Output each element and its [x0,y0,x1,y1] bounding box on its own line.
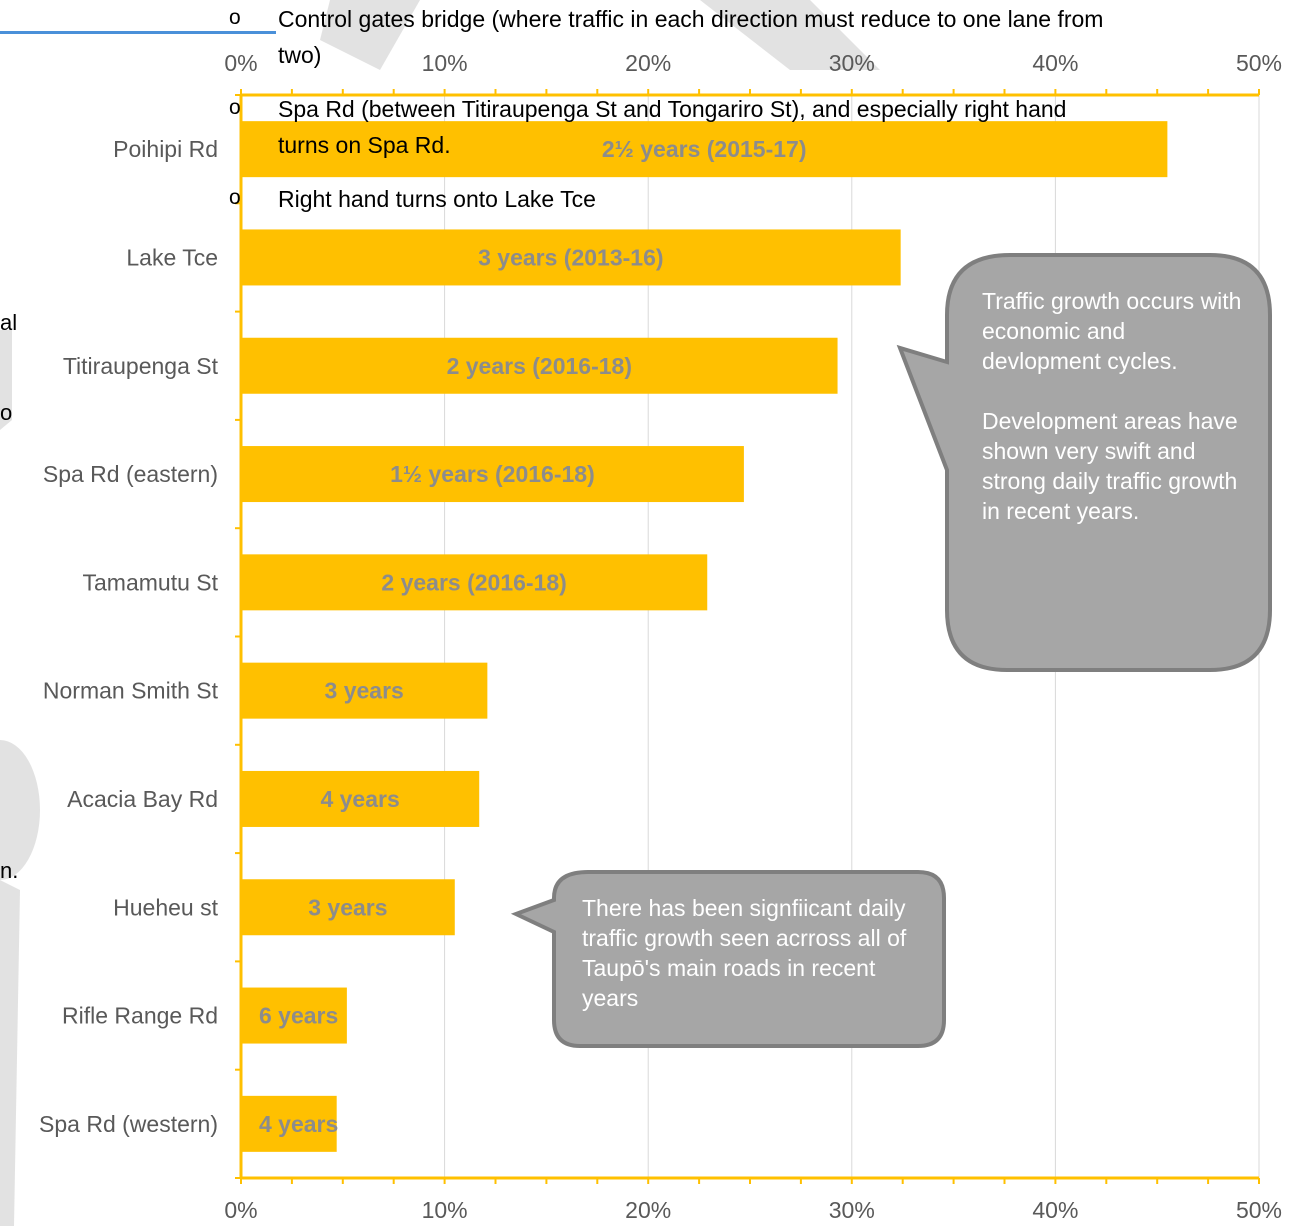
category-label-3: Spa Rd (eastern) [43,461,218,487]
bg-arrow-shape-right [700,0,880,70]
bar-label-5: 3 years [325,678,404,704]
category-label-1: Lake Tce [126,244,218,270]
x-tick-label-bottom-4: 40% [1032,1197,1078,1223]
bullet-text-1-cont: two) [278,42,322,68]
bar-label-7: 3 years [308,894,387,920]
category-label-2: Titiraupenga St [63,353,219,379]
bullet-text-1: Control gates bridge (where traffic in e… [278,6,1104,32]
left-fragment-3: n. [0,858,19,883]
bar-5 [241,662,488,719]
bar-label-8: 6 years [259,1003,338,1029]
bar-7 [241,879,455,936]
bar-3 [241,446,744,503]
bg-arrow-shape-left [320,0,420,70]
callout-bottom-paragraph-1: There has been signfiicant daily traffic… [582,895,907,1011]
x-tick-label-top-2: 20% [625,50,671,76]
bg-circle-shape [0,740,40,880]
bar-label-3: 1½ years (2016-18) [390,461,595,487]
left-fragment-1: al [0,310,18,335]
bar-4 [241,554,708,611]
bar-2 [241,337,838,394]
category-label-0: Poihipi Rd [113,136,218,162]
x-tick-label-bottom-5: 50% [1236,1197,1282,1223]
bar-8 [241,987,347,1044]
bar-label-2: 2 years (2016-18) [447,353,632,379]
category-label-8: Rifle Range Rd [62,1003,218,1029]
bullet-text-3: Right hand turns onto Lake Tce [278,186,596,212]
x-tick-label-top-1: 10% [422,50,468,76]
x-tick-label-bottom-3: 30% [829,1197,875,1223]
bullet-marker-3: o [229,186,241,209]
bar-label-6: 4 years [320,786,399,812]
category-label-9: Spa Rd (western) [39,1111,218,1137]
callout-bottom-text: There has been signfiicant daily traffic… [582,893,922,1043]
bar-label-9: 4 years [259,1111,338,1137]
x-tick-label-top-4: 40% [1032,50,1078,76]
callout-right-bubble [896,253,1272,672]
bar-9 [241,1095,337,1152]
bar-0 [241,121,1168,178]
left-fragment-2: o [0,400,13,425]
category-label-5: Norman Smith St [43,678,219,704]
bar-1 [241,229,901,286]
x-tick-label-bottom-0: 0% [224,1197,257,1223]
x-tick-label-bottom-1: 10% [422,1197,468,1223]
x-tick-label-bottom-2: 20% [625,1197,671,1223]
bg-left-band-top [0,330,12,430]
callout-right-paragraph-1: Traffic growth occurs with economic and … [982,288,1242,374]
bar-label-0: 2½ years (2015-17) [602,136,807,162]
bar-label-1: 3 years (2013-16) [478,244,663,270]
bg-left-band-bottom [0,880,20,1226]
category-label-6: Acacia Bay Rd [67,786,218,812]
bullet-text-2-cont: turns on Spa Rd. [278,132,451,158]
x-tick-label-top-0: 0% [224,50,257,76]
callout-right-paragraph-2: Development areas have shown very swift … [982,408,1238,524]
category-label-7: Hueheu st [113,894,218,920]
x-tick-label-top-3: 30% [829,50,875,76]
category-label-4: Tamamutu St [83,569,219,595]
bar-label-4: 2 years (2016-18) [381,569,566,595]
document-underline [0,31,276,34]
bullet-marker-2: o [229,96,241,119]
callout-bottom-bubble [510,870,946,1048]
x-tick-label-top-5: 50% [1236,50,1282,76]
callout-right-text: Traffic growth occurs with economic and … [982,286,1244,556]
bullet-marker-1: o [229,6,241,29]
bullet-text-2: Spa Rd (between Titiraupenga St and Tong… [278,96,1067,122]
bar-6 [241,770,480,827]
